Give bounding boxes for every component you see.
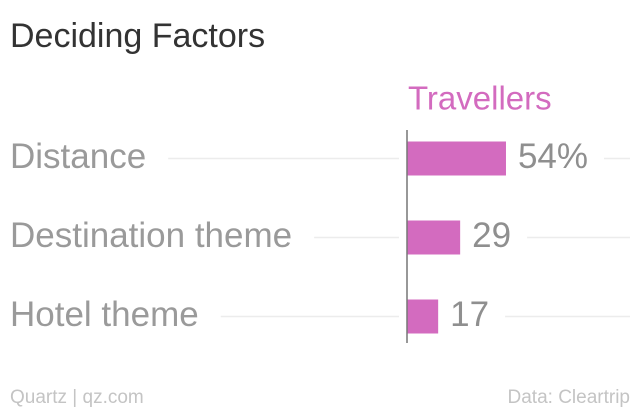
value-label: 29 [472,216,511,255]
category-label: Distance [10,137,146,176]
credit: Quartz | qz.com [10,387,144,408]
category-label: Destination theme [10,216,292,255]
value-label: 54% [518,137,588,176]
bar [407,299,439,334]
bar [407,141,506,176]
chart-title: Deciding Factors [10,17,265,55]
source: Data: Cleartrip [508,387,631,408]
series-label: Travellers [408,80,552,117]
category-label: Hotel theme [10,295,199,334]
bar [407,220,461,255]
value-label: 17 [450,295,489,334]
